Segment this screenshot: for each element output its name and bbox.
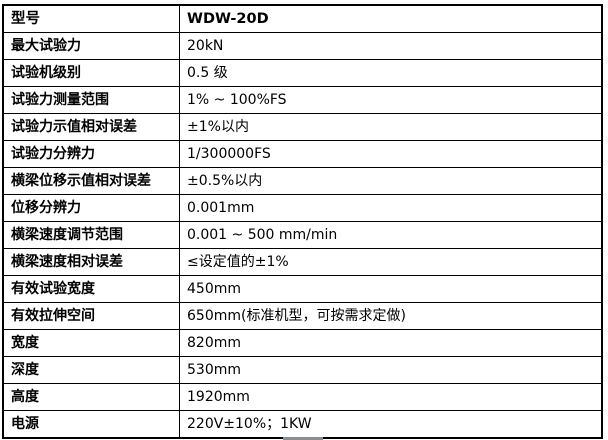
table-row: 宽度 820mm (2, 329, 603, 357)
table-row: 横梁速度调节范围 0.001 ~ 500 mm/min (2, 221, 603, 249)
spec-value: 220V±10%；1KW (179, 410, 603, 439)
spec-value: 820mm (179, 329, 603, 357)
table-row: 横梁速度相对误差 ≤设定值的±1% (2, 248, 603, 276)
spec-table: 型号 WDW-20D 最大试验力 20kN 试验机级别 0.5 级试验力测量范围 1% … (2, 4, 603, 439)
spec-label: 宽度 (2, 329, 180, 357)
spec-value: 450mm (179, 275, 603, 303)
spec-label: 横梁速度调节范围 (2, 221, 180, 249)
spec-label: 电源 (2, 410, 180, 439)
spec-label: 试验机级别 (2, 59, 180, 87)
spec-label: 试验力分辨力 (2, 140, 180, 168)
spec-label: 试验力测量范围 (2, 86, 180, 114)
spec-value: 0.5 级 (179, 59, 603, 87)
spec-label: 横梁速度相对误差 (2, 248, 180, 276)
header-value-cell: WDW-20D (179, 4, 603, 33)
spec-value: 1% ~ 100%FS (179, 86, 603, 114)
table-row: 试验机级别 0.5 级 (2, 59, 603, 87)
spec-value: 1/300000FS (179, 140, 603, 168)
spec-label: 横梁位移示值相对误差 (2, 167, 180, 195)
spec-table-body: 最大试验力 20kN 试验机级别 0.5 级试验力测量范围 1% ~ 100%FS 试验力… (2, 32, 603, 439)
spec-value: 650mm(标准机型，可按需求定做) (179, 302, 603, 330)
spec-value: 0.001 ~ 500 mm/min (179, 221, 603, 249)
spec-label: 深度 (2, 356, 180, 384)
table-row: 深度 530mm (2, 356, 603, 384)
bottom-gray-bar (283, 437, 323, 440)
table-row: 横梁位移示值相对误差 ±0.5%以内 (2, 167, 603, 195)
spec-label: 高度 (2, 383, 180, 411)
table-header-row: 型号 WDW-20D (2, 4, 603, 33)
spec-value: 0.001mm (179, 194, 603, 222)
table-row: 最大试验力 20kN (2, 32, 603, 60)
spec-value: 1920mm (179, 383, 603, 411)
table-row: 高度 1920mm (2, 383, 603, 411)
table-row: 电源 220V±10%；1KW (2, 410, 603, 439)
spec-label: 有效拉伸空间 (2, 302, 180, 330)
table-row: 位移分辨力 0.001mm (2, 194, 603, 222)
spec-value: 530mm (179, 356, 603, 384)
header-label-cell: 型号 (2, 4, 180, 33)
spec-label: 位移分辨力 (2, 194, 180, 222)
table-row: 试验力测量范围 1% ~ 100%FS (2, 86, 603, 114)
table-row: 有效拉伸空间 650mm(标准机型，可按需求定做) (2, 302, 603, 330)
spec-value: 20kN (179, 32, 603, 60)
spec-label: 最大试验力 (2, 32, 180, 60)
table-row: 试验力示值相对误差 ±1%以内 (2, 113, 603, 141)
spec-value: ±0.5%以内 (179, 167, 603, 195)
spec-value: ±1%以内 (179, 113, 603, 141)
spec-value: ≤设定值的±1% (179, 248, 603, 276)
table-row: 有效试验宽度 450mm (2, 275, 603, 303)
table-row: 试验力分辨力 1/300000FS (2, 140, 603, 168)
spec-label: 试验力示值相对误差 (2, 113, 180, 141)
spec-label: 有效试验宽度 (2, 275, 180, 303)
